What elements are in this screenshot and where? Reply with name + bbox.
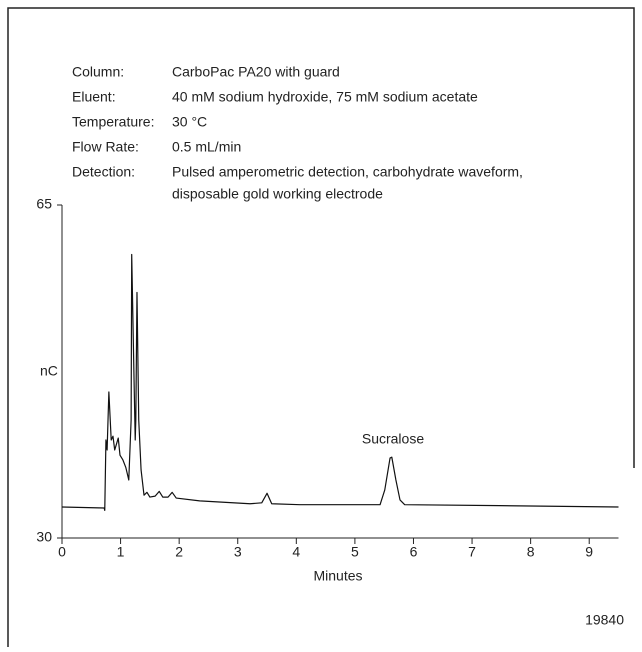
figure-id: 19840 [585, 612, 624, 628]
condition-value: disposable gold working electrode [172, 186, 383, 202]
condition-value: 30 °C [172, 114, 207, 130]
x-tick-label: 8 [527, 544, 535, 560]
x-tick-label: 2 [175, 544, 183, 560]
y-tick-label: 65 [36, 196, 52, 212]
condition-label: Eluent: [72, 89, 116, 105]
condition-label: Flow Rate: [72, 139, 139, 155]
x-tick-label: 6 [410, 544, 418, 560]
x-tick-label: 3 [234, 544, 242, 560]
x-tick-label: 4 [292, 544, 300, 560]
peak-annotation: Sucralose [362, 431, 424, 447]
condition-label: Column: [72, 64, 124, 80]
condition-value: 40 mM sodium hydroxide, 75 mM sodium ace… [172, 89, 478, 105]
y-tick-label: 30 [36, 529, 52, 545]
condition-value: CarboPac PA20 with guard [172, 64, 340, 80]
y-axis-label: nC [40, 363, 58, 379]
condition-label: Temperature: [72, 114, 154, 130]
x-tick-label: 1 [117, 544, 125, 560]
condition-label: Detection: [72, 164, 135, 180]
x-tick-label: 0 [58, 544, 66, 560]
frame [7, 7, 635, 647]
x-tick-label: 7 [468, 544, 476, 560]
condition-value: Pulsed amperometric detection, carbohydr… [172, 164, 523, 180]
x-tick-label: 9 [585, 544, 593, 560]
condition-value: 0.5 mL/min [172, 139, 241, 155]
chromatogram-trace [61, 253, 619, 512]
x-tick-label: 5 [351, 544, 359, 560]
x-axis-label: Minutes [313, 568, 362, 584]
